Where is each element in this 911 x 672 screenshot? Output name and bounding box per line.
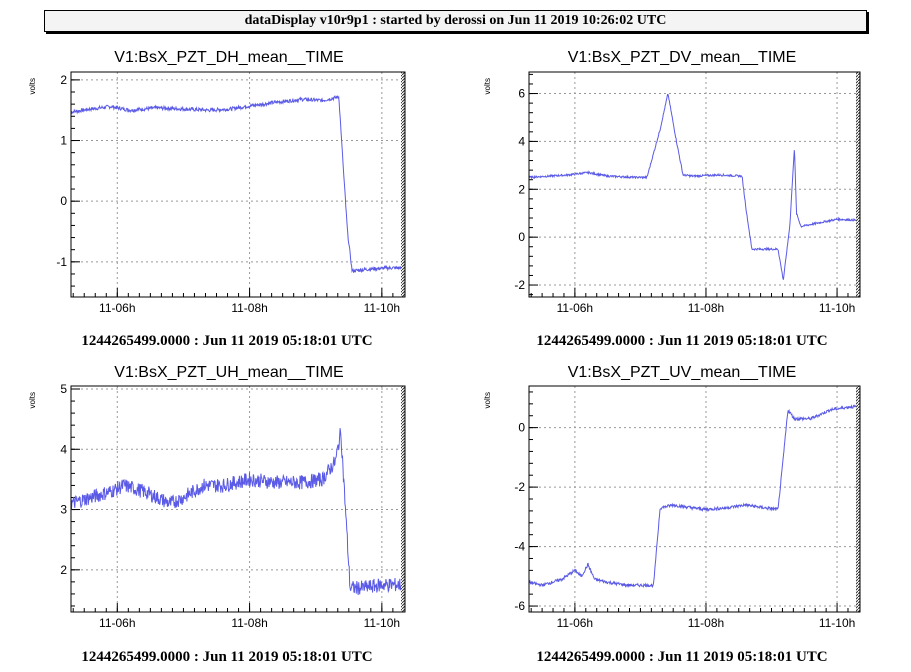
y-axis-label: volts [483,392,492,408]
chart-panel-uv: V1:BsX_PZT_UV_mean__TIME volts 124426549… [483,364,861,665]
y-tick-label: 3 [60,503,67,517]
plot-frame [70,385,406,613]
plot-area-uh: 11-06h 11-08h 11-10h 2 3 4 5 [60,382,406,630]
chart-footer-timestamp: 1244265499.0000 : Jun 11 2019 05:18:01 U… [81,649,372,665]
plot-area-uv: 11-06h 11-08h 11-10h -6 -4 -2 0 [514,385,861,630]
y-tick-label: 0 [60,194,67,208]
chart-panel-uh: V1:BsX_PZT_UH_mean__TIME volts 124426549… [28,364,406,665]
plot-area-dh: 11-06h 11-08h 11-10h -1 0 1 2 [56,71,406,315]
plot-background [529,386,860,612]
chart-title: V1:BsX_PZT_DV_mean__TIME [568,49,797,66]
x-tick-label: 11-08h [231,616,267,630]
y-tick-label: 6 [518,87,525,101]
page-title-banner: dataDisplay v10r9p1 : started by derossi… [44,10,867,32]
x-tick-label: 11-06h [557,301,593,315]
x-tick-label: 11-10h [819,616,855,630]
chart-footer-timestamp: 1244265499.0000 : Jun 11 2019 05:18:01 U… [81,333,372,349]
series-line [70,95,406,274]
y-tick-label: -4 [514,540,525,554]
x-tick-label: 11-08h [688,301,724,315]
y-tick-label: -6 [514,599,525,613]
y-tick-label: -1 [56,255,67,269]
plot-frame [528,385,861,613]
chart-title: V1:BsX_PZT_UH_mean__TIME [114,364,343,381]
chart-panel-dh: V1:BsX_PZT_DH_mean__TIME volts 124426549… [28,49,406,349]
y-tick-label: 0 [518,421,525,435]
range-end-strip [856,72,860,297]
plot-background [529,72,860,297]
range-end-strip [401,72,405,297]
range-end-strip [856,386,860,612]
y-tick-label: 5 [60,382,67,396]
chart-footer-timestamp: 1244265499.0000 : Jun 11 2019 05:18:01 U… [536,649,827,665]
x-tick-label: 11-06h [557,616,593,630]
y-axis-label: volts [483,78,492,94]
y-axis-label: volts [28,392,37,408]
x-tick-label: 11-08h [231,301,267,315]
y-tick-label: -2 [514,480,525,494]
y-tick-label: -2 [514,278,525,292]
plot-background [71,386,405,612]
chart-panel-dv: V1:BsX_PZT_DV_mean__TIME volts 124426549… [483,49,861,349]
y-axis-label: volts [28,78,37,94]
x-tick-label: 11-10h [819,301,855,315]
chart-title: V1:BsX_PZT_UV_mean__TIME [568,364,797,381]
range-end-strip [401,386,405,612]
y-tick-label: 1 [60,134,67,148]
y-tick-label: 2 [60,563,67,577]
plot-frame [70,71,406,298]
y-tick-label: 2 [518,182,525,196]
y-tick-label: 2 [60,73,67,87]
x-tick-label: 11-10h [364,616,400,630]
series-line [528,93,861,280]
y-tick-label: 4 [518,134,525,148]
y-tick-label: 4 [60,442,67,456]
plot-frame [528,71,861,298]
plot-background [71,72,405,297]
x-tick-label: 11-08h [688,616,724,630]
chart-title: V1:BsX_PZT_DH_mean__TIME [114,49,343,66]
x-tick-label: 11-06h [99,616,135,630]
x-tick-label: 11-10h [364,301,400,315]
x-tick-label: 11-06h [99,301,135,315]
series-line [528,404,861,589]
y-tick-label: 0 [518,230,525,244]
plot-area-dv: 11-06h 11-08h 11-10h -2 0 2 4 6 [514,71,861,315]
chart-footer-timestamp: 1244265499.0000 : Jun 11 2019 05:18:01 U… [536,333,827,349]
series-line [70,428,406,595]
